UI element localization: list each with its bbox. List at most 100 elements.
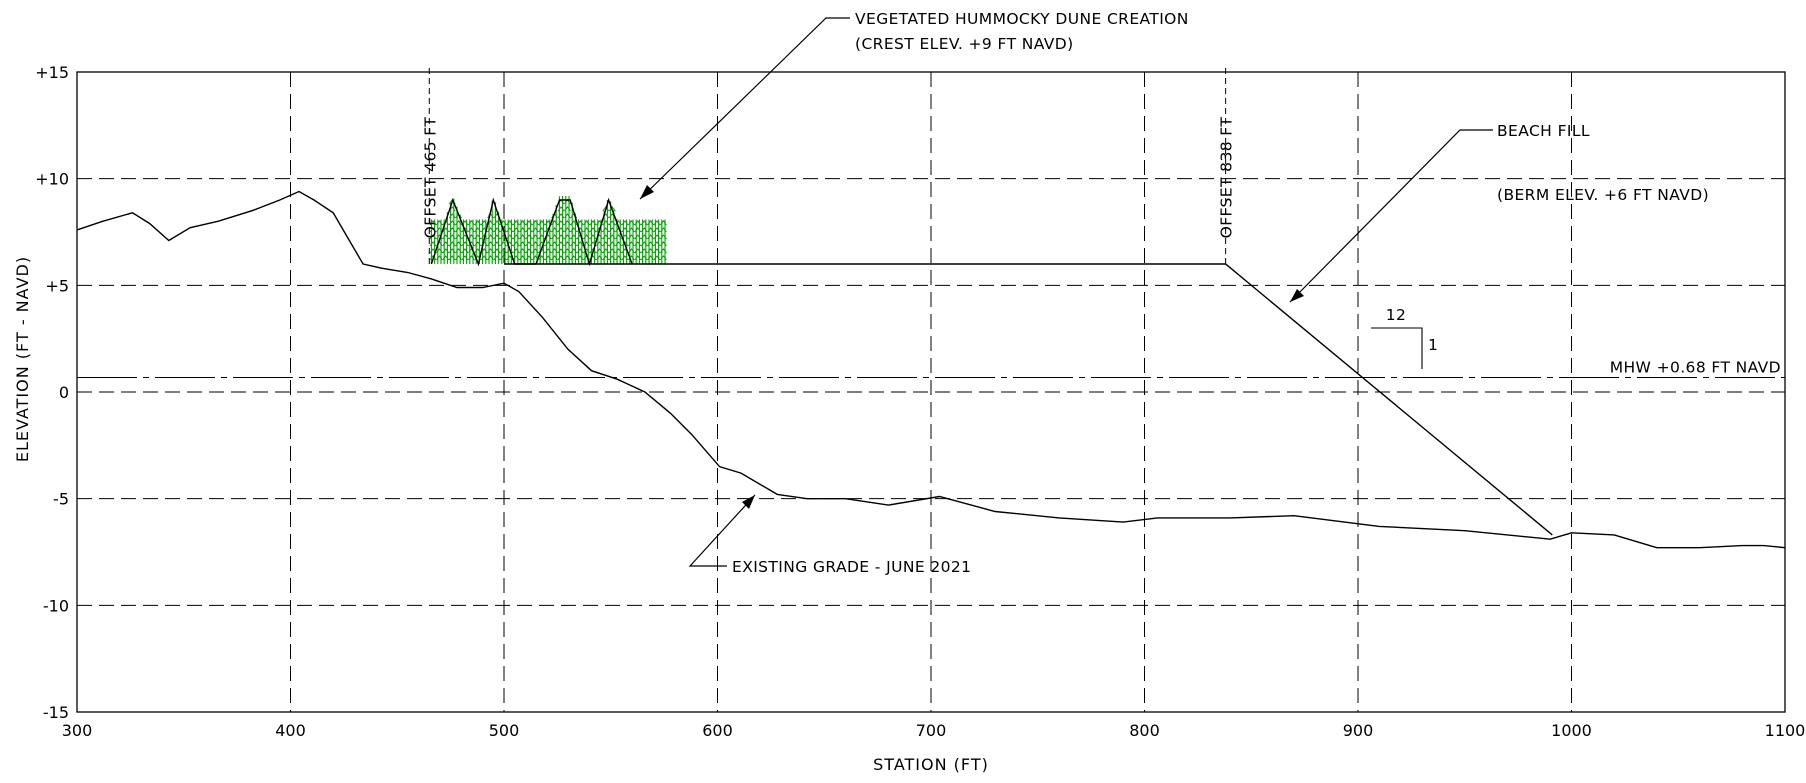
vegetation-leaf <box>493 241 501 247</box>
x-tick-label: 300 <box>62 721 93 740</box>
existing-arrowhead <box>742 495 755 509</box>
vegetation-leaf <box>660 248 667 254</box>
vegetation-leaf <box>538 255 546 261</box>
vegetation-leaf <box>640 227 648 233</box>
vegetation-leaf <box>564 213 571 219</box>
x-tick-label: 900 <box>1343 721 1374 740</box>
vegetation-leaf <box>519 220 527 226</box>
vegetation-leaf <box>448 255 456 261</box>
beach-arrowhead <box>1290 289 1304 302</box>
vegetation-leaf <box>570 255 578 261</box>
vegetation-leaf <box>538 227 546 233</box>
y-tick-labels: +15 +10 +5 0 -5 -10 -15 <box>35 63 69 722</box>
vegetation-leaf <box>634 227 642 233</box>
vegetation-leaf <box>544 227 552 233</box>
vegetation-leaf <box>544 255 552 261</box>
vegetation-leaf <box>436 255 443 261</box>
vegetation-leaf <box>628 220 635 226</box>
x-tick-label: 1000 <box>1551 721 1592 740</box>
vegetation-leaf <box>602 255 610 261</box>
vegetation-leaf <box>647 234 655 240</box>
x-tick-label: 600 <box>702 721 733 740</box>
vegetation-leaf <box>525 241 533 247</box>
vegetation-leaf <box>647 255 655 261</box>
vegetation-leaf <box>551 234 559 240</box>
plot-border <box>76 71 1786 713</box>
vegetation-leaf <box>660 234 667 240</box>
vegetation-leaf <box>532 220 539 226</box>
vegetation-leaf <box>448 213 456 219</box>
vegetation-leaf <box>532 234 539 240</box>
vegetation-leaf <box>487 220 495 226</box>
vegetation-leaf <box>564 206 571 212</box>
vegetation-leaf <box>596 248 603 254</box>
vegetation-leaf <box>653 248 661 254</box>
vegetation-leaf <box>448 241 456 247</box>
vegetation-leaf <box>557 255 565 261</box>
vegetation-leaf <box>500 255 507 261</box>
vegetation-leaf <box>519 255 527 261</box>
vegetation-leaf <box>608 220 616 226</box>
vegetation-leaf <box>583 241 591 247</box>
vegetation-leaf <box>640 255 648 261</box>
vegetation-leaf <box>596 227 603 233</box>
vegetation-leaf <box>634 234 642 240</box>
vegetation-leaf <box>576 248 584 254</box>
vegetation-leaf <box>653 241 661 247</box>
vegetation-leaf <box>653 227 661 233</box>
vegetation-leaf <box>621 255 629 261</box>
vegetation-leaf <box>532 248 539 254</box>
vegetation-leaf <box>461 234 469 240</box>
vegetation-leaf <box>448 227 456 233</box>
vegetation-leaf <box>429 241 437 247</box>
vegetation-leaf <box>487 248 495 254</box>
vegetation-leaf <box>621 241 629 247</box>
vegetation-leaf <box>480 234 488 240</box>
vegetation-leaf <box>544 248 552 254</box>
vegetation-leaf <box>634 220 642 226</box>
vegetation-leaf <box>525 234 533 240</box>
vegetation-leaf <box>442 255 450 261</box>
vegetation-leaf <box>564 255 571 261</box>
vegetation-leaf <box>442 234 450 240</box>
x-tick-label: 1100 <box>1765 721 1806 740</box>
beach-label-line1: BEACH FILL <box>1497 122 1590 140</box>
vegetation-leaf <box>634 241 642 247</box>
vegetation-leaf <box>608 234 616 240</box>
dune-arrowhead <box>640 185 654 199</box>
vegetation-leaf <box>525 227 533 233</box>
vegetation-leaf <box>589 234 597 240</box>
vegetation-leaf <box>480 248 488 254</box>
vegetation-leaf <box>429 234 437 240</box>
vegetation-leaf <box>640 234 648 240</box>
vegetation-leaf <box>583 248 591 254</box>
series-line-0 <box>76 190 1786 549</box>
vegetation-leaf <box>615 248 623 254</box>
existing-leader <box>688 494 756 567</box>
vegetation-leaf <box>500 248 507 254</box>
vegetation-leaf <box>615 234 623 240</box>
vegetation-leaf <box>448 234 456 240</box>
vegetation-leaf <box>640 248 648 254</box>
grid-lines <box>77 72 1785 712</box>
vegetation-leaf <box>474 234 482 240</box>
vegetation-leaf <box>551 241 559 247</box>
vegetation-leaf <box>429 227 437 233</box>
vegetation-leaf <box>564 248 571 254</box>
vegetation-leaf <box>532 241 539 247</box>
vegetation-leaf <box>506 234 514 240</box>
vegetation-leaf <box>506 255 514 261</box>
vegetation-leaf <box>493 234 501 240</box>
vegetation-leaf <box>474 220 482 226</box>
vegetation-leaf <box>602 227 610 233</box>
vegetation-leaf <box>474 241 482 247</box>
x-axis-label: STATION (FT) <box>873 755 989 774</box>
vegetation-leaf <box>634 255 642 261</box>
vegetation-leaf <box>525 220 533 226</box>
x-tick-label: 500 <box>489 721 520 740</box>
vegetation-leaf <box>557 248 565 254</box>
vegetation-leaf <box>487 241 495 247</box>
vegetation-leaf <box>436 234 443 240</box>
vegetation-leaf <box>442 248 450 254</box>
y-tick-label: +10 <box>35 170 69 189</box>
